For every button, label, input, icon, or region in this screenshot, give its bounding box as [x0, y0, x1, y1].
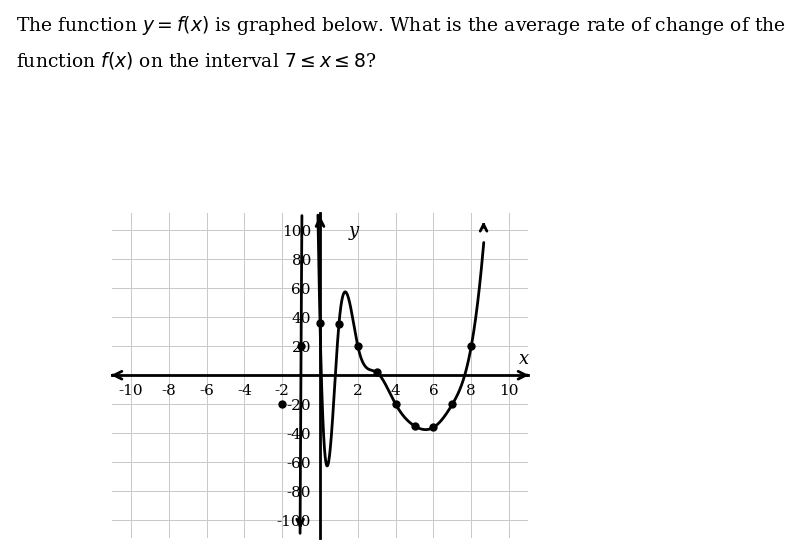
Text: x: x: [518, 350, 529, 368]
Text: y: y: [348, 222, 358, 240]
Text: The function $y = f(x)$ is graphed below. What is the average rate of change of : The function $y = f(x)$ is graphed below…: [16, 14, 786, 37]
Text: function $f(x)$ on the interval $7 \leq x \leq 8$?: function $f(x)$ on the interval $7 \leq …: [16, 50, 376, 71]
